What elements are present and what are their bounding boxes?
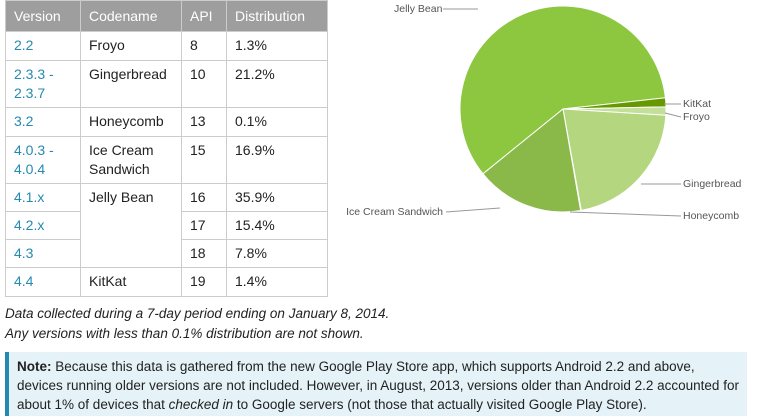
table-row: 4.4 KitKat 19 1.4%	[5, 267, 328, 297]
pie-slice	[562, 108, 667, 211]
leader-line	[664, 112, 682, 118]
table-row: 2.3.3 - 2.3.7 Gingerbread 10 21.2%	[5, 60, 328, 108]
slice-label: Gingerbread	[683, 178, 742, 190]
note-line: Any versions with less than 0.1% distrib…	[5, 326, 364, 341]
slice-label: Jelly Bean	[394, 3, 443, 15]
pie-slice	[459, 5, 666, 175]
table-cell: 4.2.x	[5, 211, 81, 240]
table-row: 4.0.3 - 4.0.4 Ice Cream Sandwich 15 16.9%	[5, 136, 328, 184]
table-cell: 4.1.x	[5, 183, 81, 212]
note-label: Note:	[17, 359, 52, 374]
table-cell: 4.0.3 - 4.0.4	[5, 136, 81, 184]
table-cell: Ice Cream Sandwich	[80, 136, 182, 184]
leader-line	[569, 211, 682, 217]
note-box: Note: Because this data is gathered from…	[5, 352, 747, 416]
notes: Data collected during a 7-day period end…	[5, 304, 389, 344]
header-row: Version Codename API Distribution	[5, 0, 328, 32]
table-cell: 4.4	[5, 267, 81, 297]
table-cell: Gingerbread	[80, 60, 182, 108]
table-cell: KitKat	[80, 267, 182, 297]
table-cell: 1.4%	[226, 267, 328, 297]
slice-label: Ice Cream Sandwich	[346, 206, 443, 218]
slice-label: Froyo	[683, 111, 710, 123]
pie-slice	[482, 108, 582, 213]
column-header: Distribution	[226, 0, 328, 32]
slice-label: Honeycomb	[683, 210, 739, 222]
table-cell: 8	[181, 31, 227, 61]
table-cell: 15.4%	[226, 211, 328, 240]
table-cell: 2.2	[5, 31, 81, 61]
table-cell: 17	[181, 211, 227, 240]
table-cell: 15	[181, 136, 227, 184]
table-row: 4.2.x 17 15.4%	[5, 211, 328, 240]
note-text: Because this data is gathered from the n…	[17, 359, 739, 412]
table-cell: 3.2	[5, 107, 81, 137]
leader-line	[445, 207, 501, 213]
table-cell: Froyo	[80, 31, 182, 61]
table-cell: 13	[181, 107, 227, 137]
table-cell: 19	[181, 267, 227, 297]
note-text: to Google servers (not those that actual…	[233, 397, 647, 412]
table-cell: 21.2%	[226, 60, 328, 108]
column-header: Version	[5, 0, 81, 32]
note-emphasis: checked in	[168, 397, 234, 412]
table-cell: 2.3.3 - 2.3.7	[5, 60, 81, 108]
note-line: Data collected during a 7-day period end…	[5, 306, 390, 321]
distribution-table: Version Codename API Distribution 2.2 Froyo 8…	[5, 0, 328, 297]
table-row: 2.2 Froyo 8 1.3%	[5, 31, 328, 61]
table-cell: 10	[181, 60, 227, 108]
table-row: 4.3 18 7.8%	[5, 239, 328, 268]
table-cell: Honeycomb	[80, 107, 182, 137]
slice-label: KitKat	[683, 98, 711, 110]
table-cell: 16.9%	[226, 136, 328, 184]
table-cell: 4.3	[5, 239, 81, 268]
